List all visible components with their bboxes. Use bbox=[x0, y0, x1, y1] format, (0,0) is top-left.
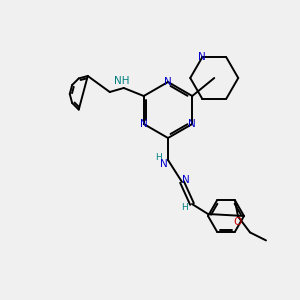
Text: NH: NH bbox=[114, 76, 130, 86]
Text: O: O bbox=[234, 218, 242, 227]
Text: H: H bbox=[181, 202, 188, 211]
Text: N: N bbox=[164, 77, 172, 87]
Text: N: N bbox=[182, 175, 190, 185]
Text: N: N bbox=[198, 52, 206, 62]
Text: N: N bbox=[160, 159, 168, 169]
Text: N: N bbox=[140, 119, 148, 129]
Text: H: H bbox=[156, 154, 162, 163]
Text: N: N bbox=[188, 119, 196, 129]
